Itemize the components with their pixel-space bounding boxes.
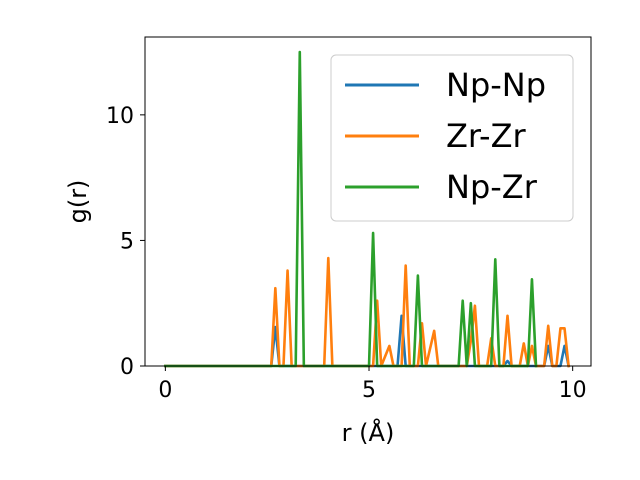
y-tick-label: 5 — [120, 229, 134, 254]
y-tick-label: 0 — [120, 355, 134, 380]
y-axis-label: g(r) — [64, 180, 92, 224]
x-tick-label: 10 — [559, 378, 587, 403]
y-tick-label: 10 — [106, 104, 134, 129]
legend-label-np-zr: Np-Zr — [446, 168, 538, 206]
legend-label-zr-zr: Zr-Zr — [446, 117, 527, 155]
x-axis-label: r (Å) — [342, 418, 395, 447]
legend: Np-Np Zr-Zr Np-Zr — [330, 54, 574, 222]
tick-layer: 0 5 10 0 5 10 — [106, 104, 587, 403]
legend-items: Np-Np Zr-Zr Np-Zr — [345, 66, 546, 206]
plot-frame — [144, 36, 592, 367]
legend-box — [330, 54, 574, 222]
x-tick-label: 0 — [158, 378, 172, 403]
legend-label-np-np: Np-Np — [446, 66, 546, 104]
x-tick-label: 5 — [362, 378, 376, 403]
